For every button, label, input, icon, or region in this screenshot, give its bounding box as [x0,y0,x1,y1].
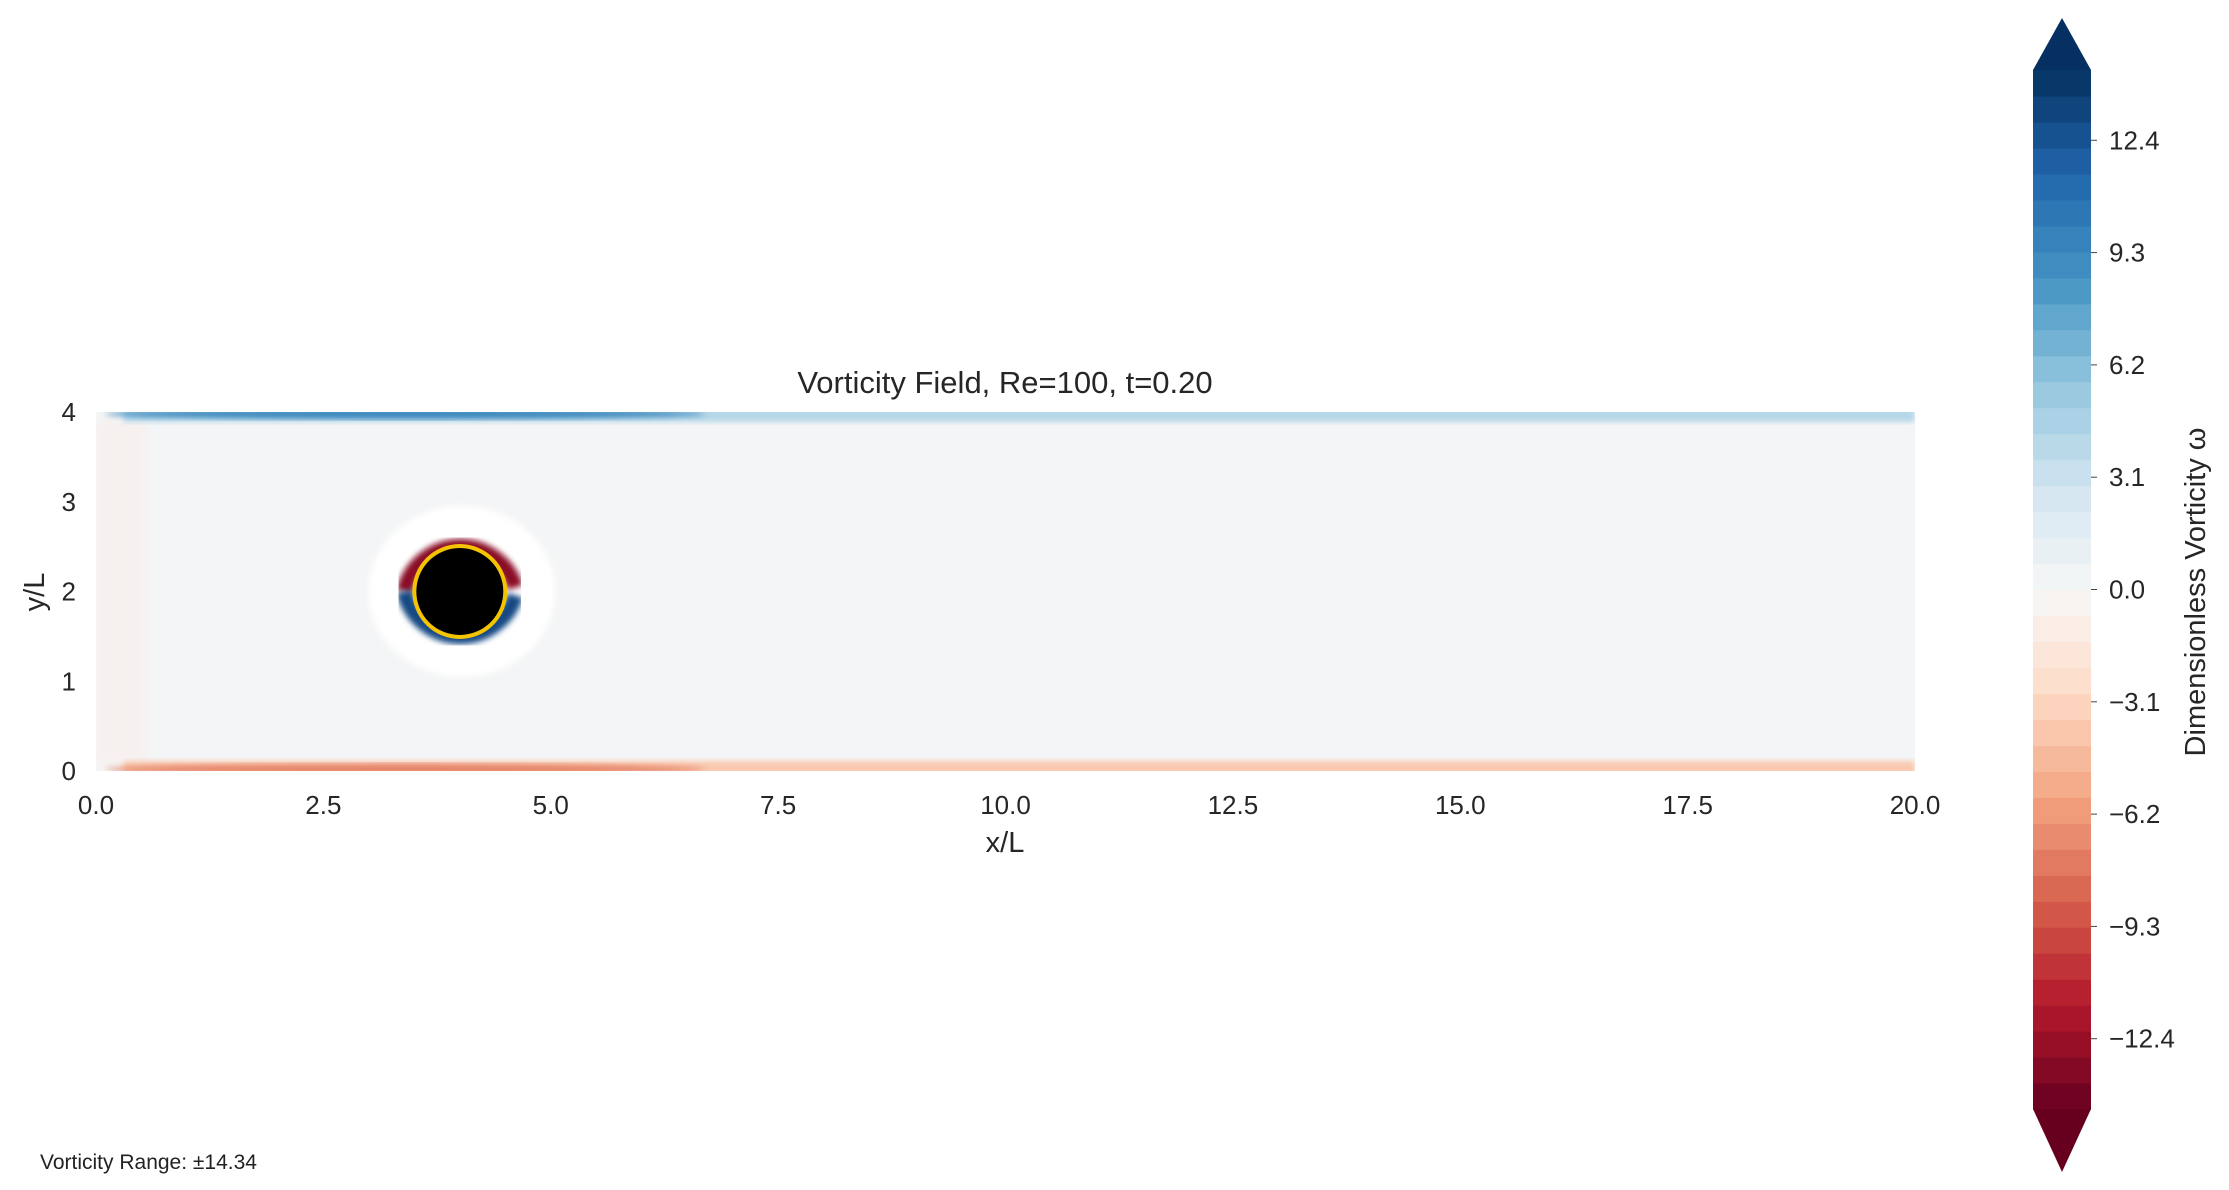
colorbar-level [2033,589,2091,617]
top-wall-peak [105,412,706,419]
colorbar-level [2033,433,2091,461]
y-tick-label: 0 [62,756,76,786]
colorbar-level [2033,225,2091,253]
colorbar-level [2033,875,2091,902]
bottom-wall-layer [123,761,1915,771]
colorbar-level [2033,381,2091,409]
colorbar-level [2033,459,2091,487]
colorbar-extend-max [2033,18,2091,70]
colorbar-level [2033,1057,2091,1084]
colorbar-tick-label: −12.4 [2109,1024,2175,1054]
colorbar-level [2033,615,2091,643]
colorbar-level [2033,511,2091,539]
colorbar-level [2033,797,2091,824]
colorbar-level [2033,199,2091,227]
x-tick-label: 15.0 [1435,790,1486,820]
colorbar-label: Dimensionless Vorticity ω [2180,428,2212,757]
y-axis-ticks: 0 1 2 3 4 [62,397,76,786]
colorbar-level [2033,1005,2091,1032]
colorbar-level [2033,563,2091,591]
colorbar-level [2033,485,2091,513]
y-tick-label: 2 [62,577,76,607]
colorbar-tick-label: 0.0 [2109,575,2145,605]
y-tick-label: 4 [62,397,76,427]
x-tick-label: 12.5 [1208,790,1259,820]
bottom-wall-peak [105,764,706,771]
colorbar-tick-label: −6.2 [2109,799,2160,829]
colorbar-level [2033,901,2091,928]
colorbar-level [2033,70,2091,97]
x-tick-label: 2.5 [305,790,341,820]
y-tick-label: 3 [62,487,76,517]
x-tick-label: 20.0 [1890,790,1941,820]
wall-vorticity-layers [105,412,1915,771]
colorbar-extend-min [2033,1109,2091,1172]
colorbar-level [2033,927,2091,954]
colorbar-level [2033,329,2091,357]
x-axis-label: x/L [986,827,1025,859]
x-tick-label: 7.5 [760,790,796,820]
colorbar-level [2033,355,2091,383]
colorbar-level [2033,641,2091,669]
colorbar-level [2033,953,2091,980]
colorbar-level [2033,251,2091,279]
x-tick-label: 5.0 [533,790,569,820]
colorbar-level [2033,667,2091,694]
colorbar-level [2033,1031,2091,1058]
colorbar-level [2033,719,2091,746]
vorticity-range-note: Vorticity Range: ±14.34 [40,1151,257,1174]
colorbar-level [2033,693,2091,720]
colorbar-level [2033,121,2091,149]
colorbar-level [2033,95,2091,123]
x-tick-label: 17.5 [1662,790,1713,820]
x-tick-label: 10.0 [980,790,1031,820]
plot-area [96,412,1915,771]
cylinder-obstacle [412,544,508,639]
colorbar-level [2033,173,2091,201]
colorbar-level [2033,147,2091,175]
colorbar-level [2033,849,2091,876]
top-wall-layer [123,412,1915,422]
colorbar-level [2033,745,2091,772]
colorbar-tick-label: 9.3 [2109,238,2145,268]
y-axis-label: y/L [19,573,51,612]
colorbar-level [2033,823,2091,850]
colorbar-level [2033,277,2091,305]
colorbar-tick-label: 3.1 [2109,462,2145,492]
colorbar-tick-label: −9.3 [2109,911,2160,941]
inlet-band [96,420,146,763]
chart-title: Vorticity Field, Re=100, t=0.20 [797,365,1212,400]
colorbar-tick-label: 12.4 [2109,125,2160,155]
x-axis-ticks: 0.0 2.5 5.0 7.5 10.0 12.5 15.0 17.5 20.0 [78,790,1940,820]
colorbar-ticks: −12.4 −9.3 −6.2 −3.1 0.0 3.1 6.2 9.3 12.4 [2091,125,2175,1054]
colorbar-tick-label: −3.1 [2109,687,2160,717]
colorbar [2033,18,2091,1172]
colorbar-level [2033,537,2091,565]
colorbar-level [2033,1083,2091,1110]
colorbar-level [2033,407,2091,435]
y-tick-label: 1 [62,666,76,696]
colorbar-tick-label: 6.2 [2109,350,2145,380]
colorbar-level [2033,979,2091,1006]
colorbar-level [2033,303,2091,331]
colorbar-level [2033,771,2091,798]
x-tick-label: 0.0 [78,790,114,820]
